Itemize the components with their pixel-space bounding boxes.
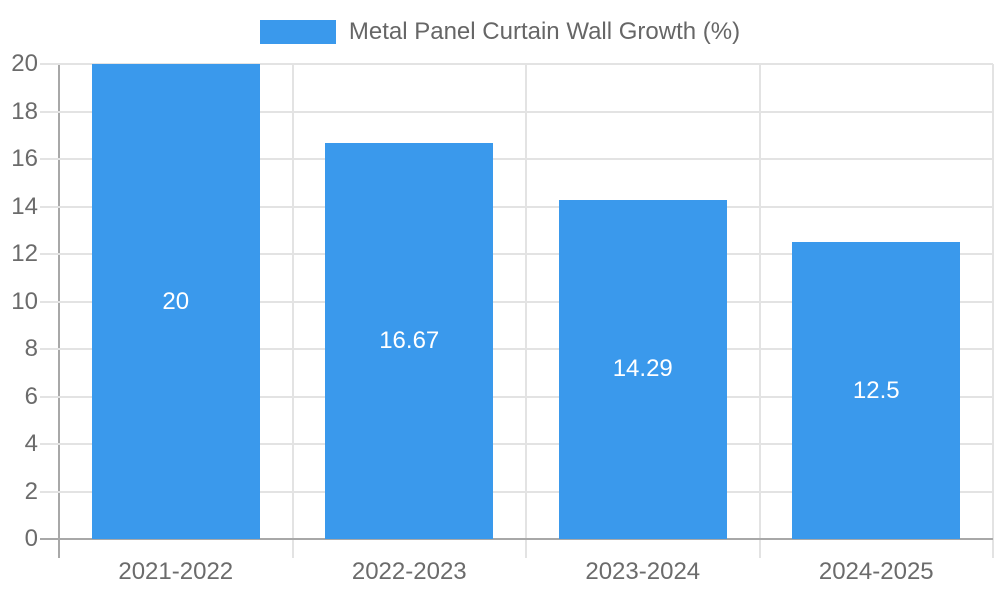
y-tick-label-8: 8: [24, 335, 38, 362]
x-tick-label-2022-2023: 2022-2023: [351, 558, 467, 585]
y-tick-label-0: 0: [24, 525, 38, 552]
gridline-horizontal-6: [40, 395, 993, 398]
gridline-horizontal-8: [40, 348, 993, 350]
gridline-horizontal-20: [40, 63, 993, 65]
gridline-vertical-3: [758, 64, 761, 558]
x-tick-label-2024-2025: 2024-2025: [818, 558, 934, 585]
y-axis-labels: 0 2 4 6 8 10 12 14 16 18 20: [0, 0, 38, 600]
y-tick-label-4: 4: [24, 430, 38, 457]
gridline-vertical-2: [525, 64, 527, 558]
bar-value-label-2022-2023: 16.67: [379, 327, 440, 355]
y-tick-label-2: 2: [24, 477, 38, 505]
gridline-vertical-4: [992, 64, 994, 558]
legend-label: Metal Panel Curtain Wall Growth (%): [348, 18, 741, 45]
bar-value-label-2023-2024: 14.29: [612, 355, 673, 383]
bar-2022-2023: 16.67: [325, 143, 494, 539]
y-tick-label-10: 10: [11, 287, 38, 315]
gridline-horizontal-18: [40, 110, 993, 113]
bar-2023-2024: 14.29: [558, 199, 727, 539]
gridline-horizontal-16: [40, 158, 993, 160]
x-tick-label-2021-2022: 2021-2022: [118, 558, 234, 585]
bar-2024-2025: 12.5: [792, 242, 961, 539]
x-tick-label-2023-2024: 2023-2024: [585, 558, 701, 585]
bar-value-label-2021-2022: 20: [162, 287, 190, 315]
legend: Metal Panel Curtain Wall Growth (%): [0, 16, 1000, 47]
bar-value-label-2024-2025: 12.5: [852, 376, 900, 404]
legend-item[interactable]: Metal Panel Curtain Wall Growth (%): [259, 16, 741, 47]
y-tick-label-18: 18: [11, 97, 38, 125]
gridline-vertical-1: [291, 64, 294, 558]
gridline-horizontal-2: [40, 490, 993, 493]
y-axis-line: [58, 64, 60, 558]
x-axis-line: [40, 538, 993, 540]
y-tick-label-14: 14: [11, 192, 38, 220]
plot-area: 20 16.67 14.29 12.5: [40, 63, 994, 558]
y-tick-label-6: 6: [24, 382, 38, 410]
gridline-horizontal-14: [40, 205, 993, 208]
legend-swatch-icon: [259, 19, 336, 44]
y-tick-label-20: 20: [11, 50, 38, 77]
gridline-horizontal-10: [40, 300, 993, 303]
y-tick-label-12: 12: [11, 240, 38, 267]
bar-2021-2022: 20: [91, 64, 260, 539]
y-tick-label-16: 16: [11, 145, 38, 172]
gridline-horizontal-12: [40, 253, 993, 255]
gridline-horizontal-4: [40, 443, 993, 445]
